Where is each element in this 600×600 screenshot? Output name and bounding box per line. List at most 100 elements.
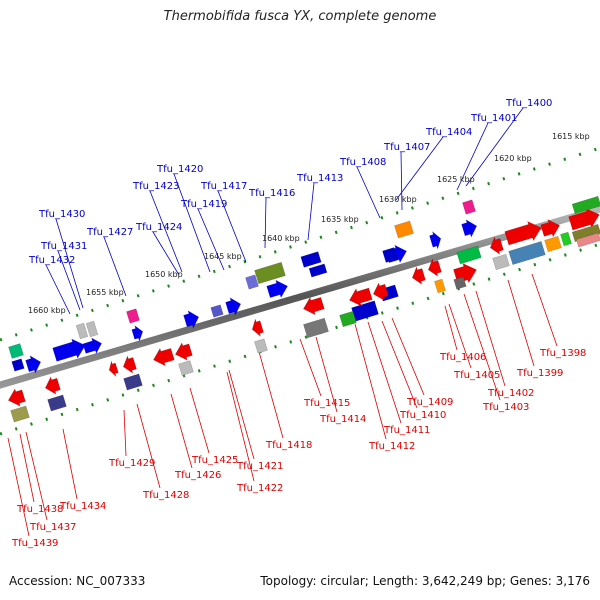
gene-feature[interactable] xyxy=(254,261,286,285)
gene-features[interactable] xyxy=(6,195,600,423)
gene-label[interactable]: Tfu_1408 xyxy=(339,157,386,168)
gene-feature[interactable] xyxy=(254,338,268,354)
gene-feature[interactable] xyxy=(568,205,600,233)
gene-label[interactable]: Tfu_1423 xyxy=(132,181,179,192)
gene-label[interactable]: Tfu_1417 xyxy=(200,181,247,192)
gene-feature[interactable] xyxy=(410,266,427,287)
gene-feature[interactable] xyxy=(382,247,398,263)
gene-feature[interactable] xyxy=(300,251,322,268)
gene-label[interactable]: Tfu_1404 xyxy=(425,127,472,138)
gene-feature[interactable] xyxy=(82,336,104,357)
gene-feature[interactable] xyxy=(540,217,562,239)
gene-label[interactable]: Tfu_1398 xyxy=(539,348,586,359)
gene-label[interactable]: Tfu_1416 xyxy=(248,188,295,199)
gene-feature[interactable] xyxy=(10,405,30,423)
gene-feature[interactable] xyxy=(492,253,510,271)
gene-label[interactable]: Tfu_1432 xyxy=(28,255,75,266)
gene-label[interactable]: Tfu_1414 xyxy=(319,414,366,425)
gene-feature[interactable] xyxy=(544,235,562,253)
gene-feature[interactable] xyxy=(434,278,446,294)
gene-label[interactable]: Tfu_1425 xyxy=(191,455,238,466)
gene-label[interactable]: Tfu_1438 xyxy=(16,504,63,515)
gene-feature[interactable] xyxy=(8,343,24,359)
gene-feature[interactable] xyxy=(123,373,143,391)
gene-feature[interactable] xyxy=(508,241,546,265)
gene-label[interactable]: Tfu_1411 xyxy=(383,425,430,436)
gene-feature[interactable] xyxy=(303,317,329,339)
gene-feature[interactable] xyxy=(371,281,390,302)
gene-label[interactable]: Tfu_1406 xyxy=(439,352,486,363)
gene-feature[interactable] xyxy=(488,236,505,257)
gene-feature[interactable] xyxy=(301,294,325,317)
gene-label[interactable]: Tfu_1405 xyxy=(453,370,500,381)
gene-feature[interactable] xyxy=(453,276,467,290)
gene-feature[interactable] xyxy=(347,285,373,309)
gene-feature[interactable] xyxy=(504,218,544,248)
gene-feature[interactable] xyxy=(571,195,600,215)
gene-label[interactable]: Tfu_1401 xyxy=(470,113,517,124)
gene-feature[interactable] xyxy=(461,217,480,238)
gene-feature[interactable] xyxy=(11,358,25,372)
gene-label[interactable]: Tfu_1410 xyxy=(399,410,446,421)
gene-label[interactable]: Tfu_1429 xyxy=(108,458,155,469)
gene-feature[interactable] xyxy=(560,231,572,247)
gene-feature[interactable] xyxy=(75,322,89,340)
gene-feature[interactable] xyxy=(43,375,62,396)
gene-label[interactable]: Tfu_1409 xyxy=(406,397,453,408)
gene-feature[interactable] xyxy=(351,300,379,322)
gene-label[interactable]: Tfu_1430 xyxy=(38,209,85,220)
gene-label[interactable]: Tfu_1422 xyxy=(236,483,283,494)
gene-label[interactable]: Tfu_1402 xyxy=(487,388,534,399)
gene-label[interactable]: Tfu_1420 xyxy=(156,164,203,175)
gene-label[interactable]: Tfu_1407 xyxy=(383,142,430,153)
gene-feature[interactable] xyxy=(308,263,328,278)
gene-feature[interactable] xyxy=(151,345,175,368)
gene-feature[interactable] xyxy=(250,318,265,338)
gene-feature[interactable] xyxy=(183,308,202,329)
gene-feature[interactable] xyxy=(426,258,443,279)
gene-label[interactable]: Tfu_1413 xyxy=(296,173,343,184)
gene-label[interactable]: Tfu_1403 xyxy=(482,402,529,413)
gene-label[interactable]: Tfu_1419 xyxy=(180,199,227,210)
gene-label[interactable]: Tfu_1426 xyxy=(174,470,221,481)
gene-feature[interactable] xyxy=(121,355,138,376)
gene-feature[interactable] xyxy=(173,341,194,363)
gene-label[interactable]: Tfu_1434 xyxy=(59,501,106,512)
gene-feature[interactable] xyxy=(225,295,244,316)
label-leader-lines xyxy=(7,107,558,537)
gene-label[interactable]: Tfu_1418 xyxy=(265,440,312,451)
gene-label[interactable]: Tfu_1424 xyxy=(135,222,182,233)
gene-label[interactable]: Tfu_1437 xyxy=(29,522,76,533)
gene-feature[interactable] xyxy=(429,230,444,250)
gene-label[interactable]: Tfu_1431 xyxy=(40,241,87,252)
gene-feature[interactable] xyxy=(245,274,259,290)
gene-label[interactable]: Tfu_1400 xyxy=(505,98,552,109)
gene-feature[interactable] xyxy=(47,394,67,412)
gene-feature[interactable] xyxy=(456,245,482,265)
gene-label[interactable]: Tfu_1427 xyxy=(86,227,133,238)
gene-feature[interactable] xyxy=(571,223,600,243)
gene-feature[interactable] xyxy=(52,336,88,364)
gene-feature[interactable] xyxy=(394,220,414,239)
gene-label[interactable]: Tfu_1428 xyxy=(142,490,189,501)
gene-label[interactable]: Tfu_1415 xyxy=(303,398,350,409)
gene-feature[interactable] xyxy=(178,360,194,376)
gene-labels[interactable]: Tfu_1400 Tfu_1401 Tfu_1404 Tfu_1407 Tfu_1408… xyxy=(11,98,586,549)
gene-feature[interactable] xyxy=(131,324,145,342)
gene-feature[interactable] xyxy=(126,308,140,324)
leader-line xyxy=(531,273,558,347)
gene-feature[interactable] xyxy=(85,320,99,338)
gene-label[interactable]: Tfu_1421 xyxy=(236,461,283,472)
gene-feature[interactable] xyxy=(462,199,476,215)
gene-label[interactable]: Tfu_1439 xyxy=(11,538,58,549)
gene-feature[interactable] xyxy=(6,387,27,409)
gene-feature[interactable] xyxy=(576,232,600,248)
gene-label[interactable]: Tfu_1399 xyxy=(516,368,563,379)
gene-feature[interactable] xyxy=(107,360,119,378)
gene-feature[interactable] xyxy=(25,353,44,374)
gene-feature[interactable] xyxy=(266,277,290,300)
gene-feature[interactable] xyxy=(210,304,224,318)
gene-feature[interactable] xyxy=(339,310,357,328)
gene-label[interactable]: Tfu_1412 xyxy=(368,441,415,452)
